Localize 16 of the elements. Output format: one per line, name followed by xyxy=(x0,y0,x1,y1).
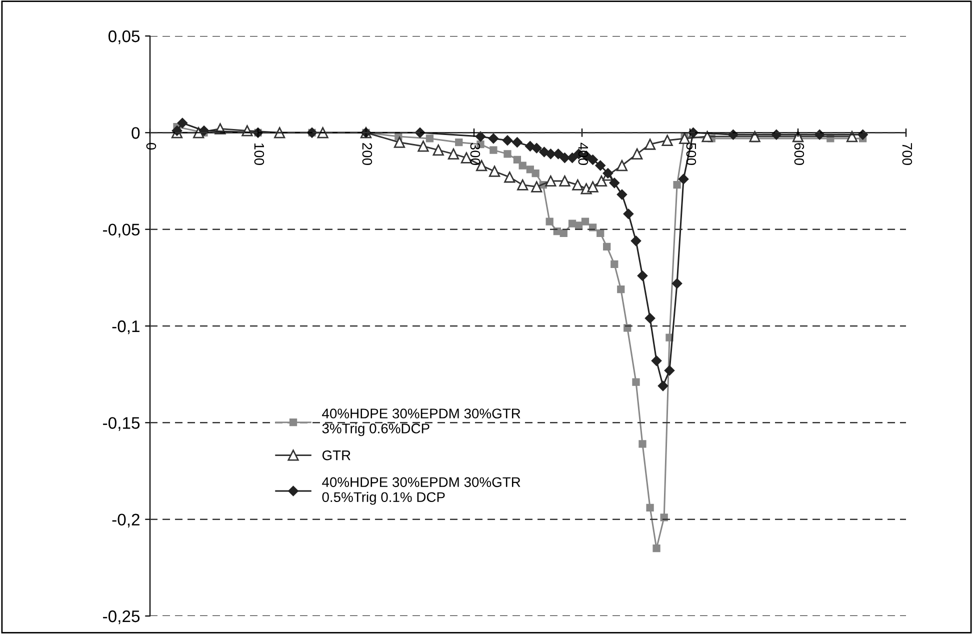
x-tick-label: 700 xyxy=(902,143,912,166)
y-tick-label: 0 xyxy=(132,127,140,139)
x-tick-label: 100 xyxy=(254,143,264,166)
x-tick-label: 200 xyxy=(362,143,372,166)
y-tick-label: -0,05 xyxy=(103,224,140,238)
x-tick-label: 300 xyxy=(470,142,480,166)
legend-label: GTR xyxy=(322,450,350,460)
y-tick-label: -0,25 xyxy=(103,610,140,624)
y-tick-label: -0,2 xyxy=(112,514,140,528)
y-tick-label: -0,15 xyxy=(103,417,140,431)
x-tick-label: 600 xyxy=(794,143,804,166)
legend-label: 40%HDPE 30%EPDM 30%GTR 0.5%Trig 0.1% DCP xyxy=(322,477,520,505)
x-tick-label: 500 xyxy=(686,142,696,166)
y-tick-label: 0,05 xyxy=(108,30,140,44)
legend-label: 40%HDPE 30%EPDM 30%GTR 3%Trig 0.6%DCP xyxy=(322,408,520,436)
y-tick-label: -0,1 xyxy=(112,320,140,334)
